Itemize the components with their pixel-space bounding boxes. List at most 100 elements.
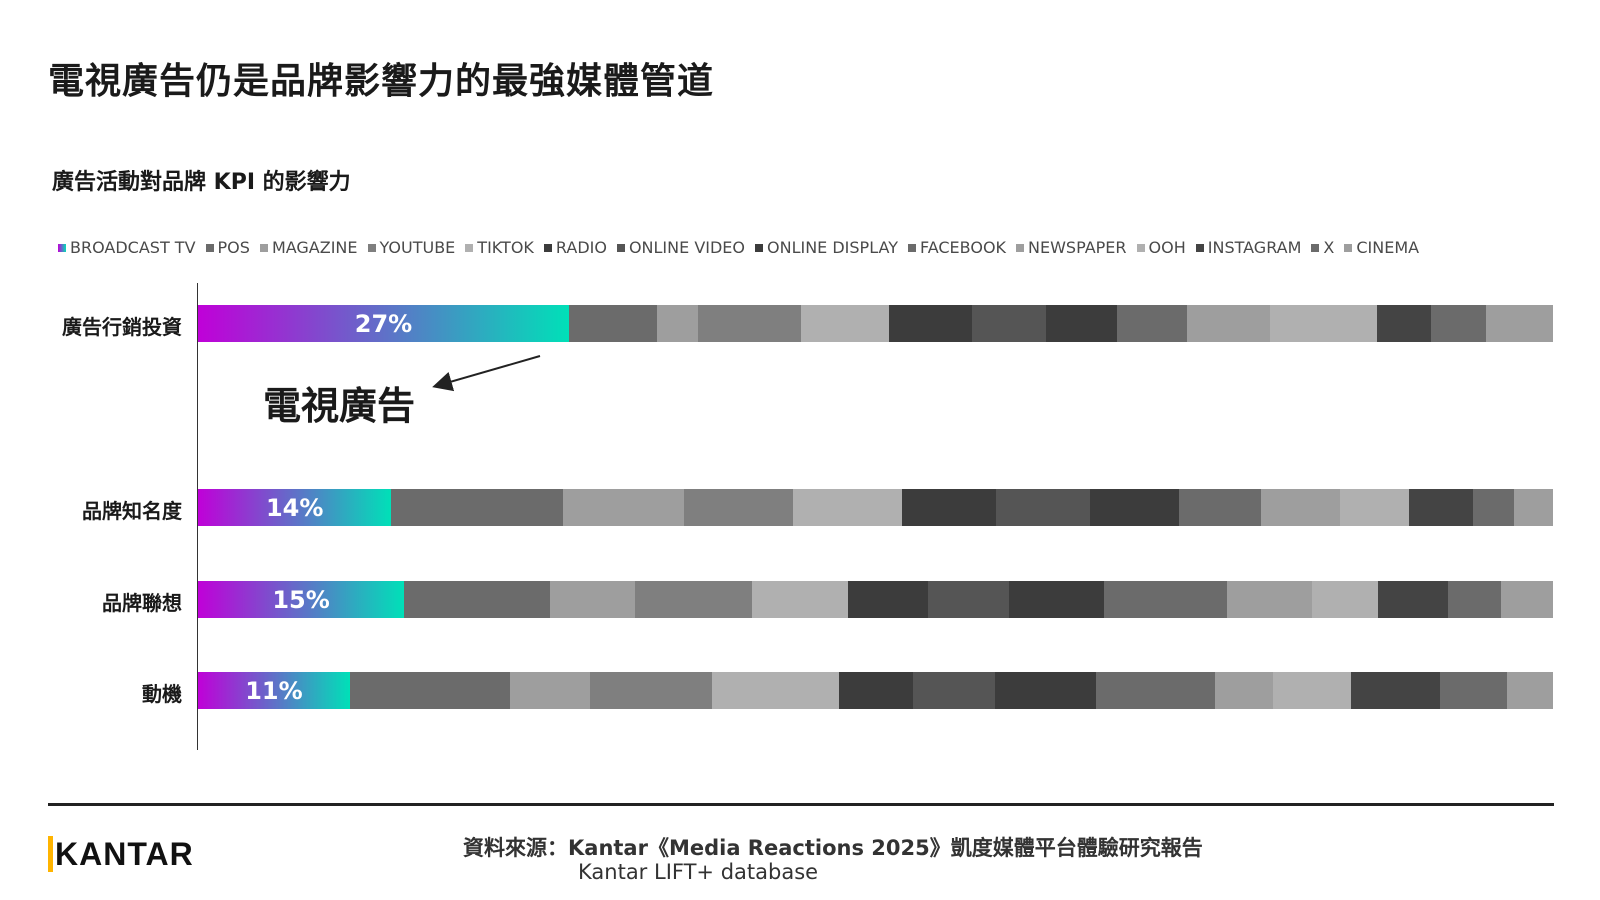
bar-segment: [751, 581, 848, 618]
legend-item: ONLINE DISPLAY: [755, 238, 898, 257]
bar-segment: [1472, 489, 1515, 526]
bar-segment: [1261, 489, 1341, 526]
legend-swatch: [259, 243, 268, 252]
bar-segment: [1430, 305, 1486, 342]
legend-item: YOUTUBE: [367, 238, 456, 257]
legend-label: BROADCAST TV: [70, 238, 196, 257]
legend-swatch: [907, 243, 916, 252]
bar-segment: [349, 672, 511, 709]
legend-label: TIKTOK: [477, 238, 534, 257]
bar-segment: 27%: [198, 305, 570, 342]
bar-segment: [902, 489, 997, 526]
bar-segment: [590, 672, 712, 709]
category-label: 品牌知名度: [82, 499, 182, 523]
bar-segment: [404, 581, 550, 618]
bar-segment: [562, 489, 685, 526]
legend-label: MAGAZINE: [271, 238, 358, 257]
stacked-bar: 14%: [198, 489, 1553, 526]
legend-swatch: [1016, 243, 1025, 252]
bar-segment: [684, 489, 794, 526]
legend-item: MAGAZINE: [259, 238, 358, 257]
stacked-bar: 15%: [198, 581, 1553, 618]
bar-segment: [1117, 305, 1188, 342]
legend-swatch: [1311, 243, 1320, 252]
data-label: 27%: [354, 309, 413, 338]
bar-segment: [1340, 489, 1410, 526]
chart-subtitle: 廣告活動對品牌 KPI 的影響力: [52, 170, 351, 195]
legend-label: NEWSPAPER: [1028, 238, 1127, 257]
legend-swatch: [58, 243, 66, 252]
bar-segment: [847, 581, 928, 618]
bar-segment: [698, 305, 802, 342]
legend-item: CINEMA: [1344, 238, 1419, 257]
legend-swatch: [1136, 243, 1145, 252]
data-label: 15%: [272, 585, 330, 614]
bar-segment: [1178, 489, 1262, 526]
bar-segment: [1409, 489, 1473, 526]
stacked-bar: 11%: [198, 672, 1553, 709]
page-title: 電視廣告仍是品牌影響力的最強媒體管道: [48, 61, 715, 102]
data-label: 14%: [265, 493, 324, 522]
source-citation: 資料來源：Kantar《Media Reactions 2025》凱度媒體平台體…: [463, 836, 1203, 860]
legend-label: YOUTUBE: [379, 238, 456, 257]
bar-segment: [1090, 489, 1179, 526]
legend-item: TIKTOK: [465, 238, 534, 257]
legend-label: RADIO: [555, 238, 607, 257]
bar-segment: [1312, 581, 1379, 618]
bar-segment: [1269, 305, 1378, 342]
bar-segment: [391, 489, 563, 526]
bar-segment: [711, 672, 839, 709]
category-label: 廣告行銷投資: [62, 315, 182, 339]
bar-segment: [1507, 672, 1553, 709]
bar-segment: 15%: [198, 581, 405, 618]
bar-segment: [801, 305, 890, 342]
bar-segment: [1377, 305, 1431, 342]
legend-swatch: [755, 243, 763, 252]
bar-segment: [1187, 305, 1270, 342]
legend-label: FACEBOOK: [919, 238, 1007, 257]
legend-item: NEWSPAPER: [1016, 238, 1127, 257]
legend-swatch: [543, 243, 552, 252]
bar-segment: [1351, 672, 1440, 709]
bar-segment: [927, 581, 1009, 618]
legend-label: CINEMA: [1356, 238, 1420, 257]
legend-label: OOH: [1148, 238, 1186, 257]
legend-swatch: [1195, 243, 1204, 252]
legend-item: INSTAGRAM: [1195, 238, 1302, 257]
bar-segment: [913, 672, 995, 709]
bar-segment: [1485, 305, 1553, 342]
bar-segment: [996, 489, 1091, 526]
bar-segment: [889, 305, 972, 342]
footer-divider: [48, 803, 1554, 806]
legend-label: ONLINE VIDEO: [628, 238, 745, 257]
legend-item: BROADCAST TV: [58, 238, 196, 257]
bar-segment: [1378, 581, 1449, 618]
legend-item: RADIO: [543, 238, 607, 257]
legend-swatch: [205, 243, 214, 252]
bar-segment: [1227, 581, 1313, 618]
category-label: 動機: [142, 682, 182, 706]
annotation-arrow-icon: [432, 355, 541, 392]
legend-label: ONLINE DISPLAY: [767, 238, 898, 257]
data-label: 11%: [245, 676, 303, 705]
legend-item: OOH: [1136, 238, 1186, 257]
legend-swatch: [465, 243, 474, 252]
bar-segment: 14%: [198, 489, 392, 526]
bar-segment: [1214, 672, 1273, 709]
bar-segment: [634, 581, 752, 618]
category-axis-line: [197, 283, 198, 750]
source-database: Kantar LIFT+ database: [578, 860, 819, 884]
legend-label: INSTAGRAM: [1207, 238, 1302, 257]
bar-segment: [1500, 581, 1553, 618]
bar-segment: [793, 489, 903, 526]
legend-item: ONLINE VIDEO: [616, 238, 745, 257]
bar-segment: [1272, 672, 1352, 709]
category-label: 品牌聯想: [102, 591, 182, 615]
legend-item: FACEBOOK: [907, 238, 1007, 257]
bar-segment: [549, 581, 635, 618]
legend-label: X: [1323, 238, 1335, 257]
bar-segment: [1095, 672, 1215, 709]
bar-segment: [510, 672, 591, 709]
legend-swatch: [1344, 243, 1353, 252]
legend-item: X: [1311, 238, 1334, 257]
